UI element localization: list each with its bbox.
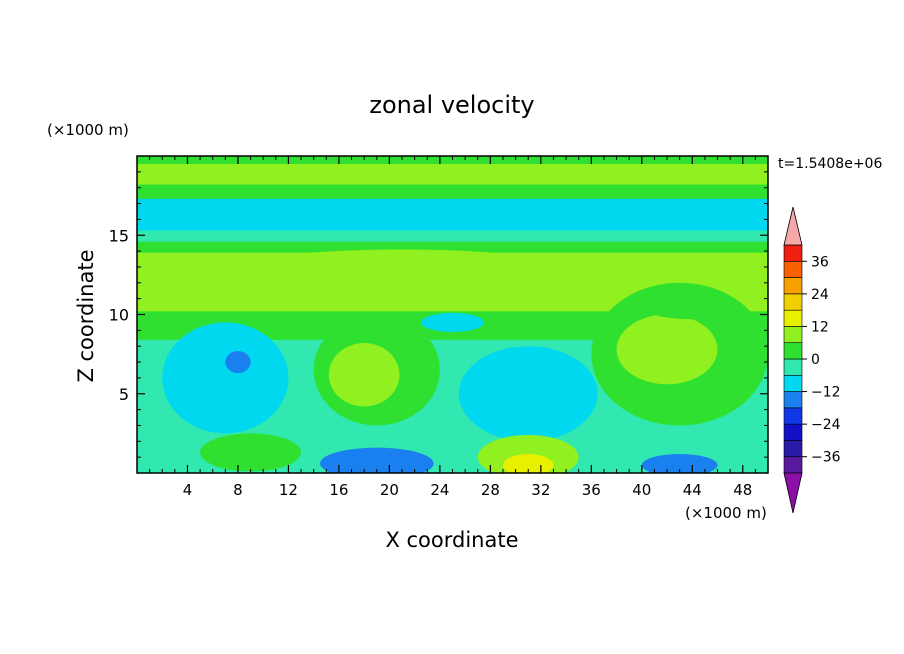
x-unit-label: (×1000 m) <box>685 504 767 522</box>
x-tick-label: 48 <box>733 481 752 499</box>
colorbar-segment <box>783 244 803 262</box>
colorbar-over-arrow <box>783 206 803 246</box>
x-tick-label: 24 <box>430 481 449 499</box>
contour-band <box>137 230 768 243</box>
colorbar-segment <box>783 293 803 311</box>
colorbar-segment <box>783 326 803 344</box>
contour-region <box>200 433 302 472</box>
contour-region <box>225 350 251 374</box>
colorbar-under-arrow <box>783 472 803 514</box>
colorbar-tick-label: 0 <box>811 352 820 368</box>
contour-region <box>328 343 400 407</box>
colorbar-segment <box>783 407 803 425</box>
contour-region <box>288 259 516 288</box>
x-axis-label: X coordinate <box>385 528 518 552</box>
contour-region <box>616 314 718 385</box>
x-tick-label: 40 <box>632 481 651 499</box>
colorbar-tick-label: −12 <box>811 385 841 401</box>
colorbar-segment <box>783 358 803 376</box>
contour-region <box>641 293 743 320</box>
x-tick-label: 8 <box>233 481 243 499</box>
colorbar: 36 24 12 0 −12 −24 −36 <box>783 206 841 514</box>
x-tick-label: 28 <box>481 481 500 499</box>
contour-band <box>137 213 768 231</box>
y-axis: 5 10 15 <box>109 171 768 458</box>
contour-band <box>137 184 768 200</box>
contour-region <box>641 453 718 473</box>
colorbar-segment <box>783 277 803 295</box>
colorbar-segment <box>783 309 803 327</box>
x-axis: 4 8 12 16 20 24 28 32 36 40 44 48 <box>149 156 756 499</box>
y-tick-label: 15 <box>109 226 129 245</box>
colorbar-segment <box>783 342 803 360</box>
contour-band <box>137 163 768 186</box>
colorbar-segment <box>783 374 803 392</box>
y-tick-label: 10 <box>109 306 129 325</box>
colorbar-tick-label: 36 <box>811 254 829 270</box>
contour-region <box>420 312 485 332</box>
x-tick-label: 12 <box>279 481 298 499</box>
chart-title: zonal velocity <box>369 91 534 119</box>
colorbar-segment <box>783 260 803 278</box>
x-tick-label: 16 <box>329 481 348 499</box>
colorbar-segment <box>783 456 803 474</box>
colorbar-segment <box>783 391 803 409</box>
colorbar-segment <box>783 423 803 441</box>
contour-field <box>137 156 768 473</box>
time-label: t=1.5408e+06 <box>778 156 882 172</box>
contour-region <box>320 447 434 473</box>
contour-band <box>137 241 768 254</box>
x-tick-label: 32 <box>531 481 550 499</box>
colorbar-tick-label: −24 <box>811 417 841 433</box>
x-tick-label: 4 <box>183 481 193 499</box>
x-tick-label: 36 <box>582 481 601 499</box>
colorbar-segment <box>783 440 803 458</box>
y-tick-label: 5 <box>119 385 129 404</box>
colorbar-tick-label: 24 <box>811 287 829 303</box>
y-unit-label: (×1000 m) <box>47 121 129 139</box>
contour-band <box>137 156 768 165</box>
contour-region <box>490 365 567 423</box>
contour-band <box>137 198 768 214</box>
colorbar-tick-label: 12 <box>811 319 829 335</box>
y-axis-label: Z coordinate <box>74 249 98 382</box>
x-tick-label: 44 <box>683 481 702 499</box>
colorbar-tick-label: −36 <box>811 450 841 466</box>
x-tick-label: 20 <box>380 481 399 499</box>
contour-region <box>162 322 289 434</box>
